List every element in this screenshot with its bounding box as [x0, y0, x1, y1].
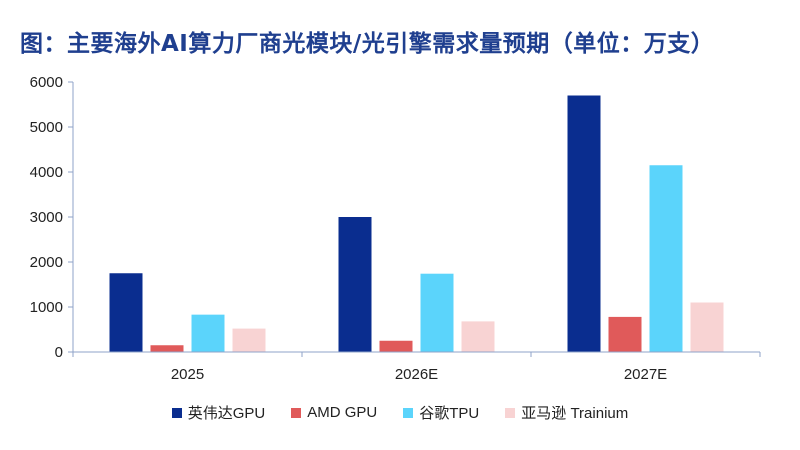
- y-tick-label: 0: [55, 344, 63, 361]
- bar-3-0: [232, 328, 266, 352]
- legend-item: 亚马逊 Trainium: [505, 402, 628, 423]
- bar-2-2: [649, 165, 683, 352]
- bar-2-1: [420, 273, 454, 352]
- bar-3-2: [690, 302, 724, 352]
- y-tick-label: 6000: [30, 74, 63, 91]
- x-tick-label: 2027E: [624, 366, 667, 383]
- bar-0-1: [338, 217, 372, 352]
- legend-item: AMD GPU: [291, 402, 377, 423]
- legend-swatch: [403, 407, 414, 418]
- x-tick-label: 2026E: [395, 366, 438, 383]
- bar-3-1: [461, 321, 495, 352]
- y-tick-label: 4000: [30, 164, 63, 181]
- y-tick-label: 1000: [30, 299, 63, 316]
- legend-swatch: [291, 407, 302, 418]
- chart-title: 图：主要海外AI算力厂商光模块/光引擎需求量预期（单位：万支）: [20, 31, 715, 57]
- y-tick-label: 5000: [30, 119, 63, 136]
- y-tick-label: 3000: [30, 209, 63, 226]
- legend-label: 亚马逊 Trainium: [521, 405, 629, 422]
- x-tick-label: 2025: [171, 366, 204, 383]
- bar-0-2: [567, 95, 601, 352]
- x-axis: 2025 2026E 2027E: [72, 351, 761, 383]
- legend-label: 谷歌TPU: [419, 405, 480, 422]
- legend-label: 英伟达GPU: [187, 405, 266, 422]
- legend: 英伟达GPU AMD GPU 谷歌TPU 亚马逊 Trainium: [0, 402, 800, 423]
- bar-chart: 0 1000 2000 3000 4000 5000 6000 2025 2026E 2027E: [30, 74, 761, 383]
- y-tick-label: 2000: [30, 254, 63, 271]
- bar-1-2: [608, 316, 642, 352]
- legend-swatch: [171, 407, 182, 418]
- bar-0-0: [109, 273, 143, 352]
- bar-1-0: [150, 345, 184, 352]
- y-axis: 0 1000 2000 3000 4000 5000 6000: [30, 74, 74, 361]
- bar-1-1: [379, 340, 413, 352]
- legend-label: AMD GPU: [307, 404, 378, 421]
- bar-2-0: [191, 314, 225, 352]
- legend-item: 英伟达GPU: [171, 402, 266, 423]
- bars: [109, 95, 724, 352]
- legend-swatch: [505, 407, 516, 418]
- legend-item: 谷歌TPU: [403, 402, 479, 423]
